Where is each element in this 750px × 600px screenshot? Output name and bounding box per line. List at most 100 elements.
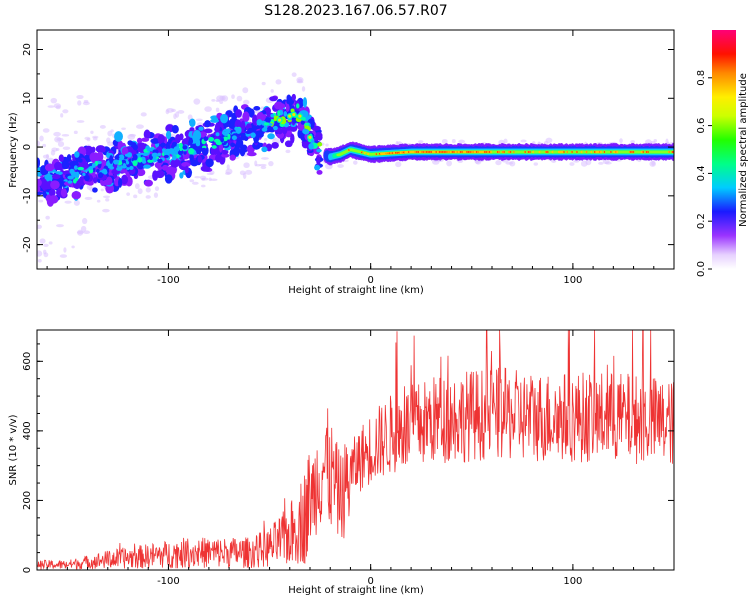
spectrogram-cell [203,136,209,142]
spectrogram-cell [275,79,282,85]
spectrogram-cell [173,146,180,152]
snr-ytick-label: 0 [22,567,33,573]
spectrogram-cell [37,185,41,192]
spectrogram-cell [144,179,153,187]
snr-xtick-label: -100 [157,576,180,587]
spectrogram-cell [196,139,201,146]
snr-xlabel: Height of straight line (km) [288,585,424,596]
spectrogram-cell [235,127,242,134]
spectrogram-cell [126,192,130,196]
spectrogram-cell [182,145,188,150]
spectrogram-cell [137,157,143,163]
spectrogram-cell [125,161,130,165]
spectrogram-cell [215,107,220,113]
spectrogram-cell [42,128,50,133]
spectrogram-cell [301,86,306,92]
spectrogram-cell [49,195,59,204]
spectrogram-cell [211,98,216,102]
spectrogram-cell [172,155,177,161]
spectrogram-cell [141,137,150,142]
spectrogram-cell [316,155,321,166]
spectrogram-cell [210,118,219,123]
spectrogram-frame [36,29,675,270]
spectrogram-cell [63,247,67,253]
snr-ytick-label: 600 [22,352,33,371]
spectrogram-cell [84,136,91,141]
spectrogram-cell [256,119,263,126]
spectrogram-cell [110,129,114,133]
spectrogram-cell [236,95,243,102]
spectrogram-cell [188,138,194,145]
spectrogram-cell [302,97,308,108]
spectrogram-cell [157,158,163,163]
colorbar-tick-label: 0.6 [696,118,707,134]
spectrogram-cell [242,99,250,105]
spectrogram-cell [204,120,211,128]
spectrogram-cell [73,130,78,134]
snr-series [37,330,674,570]
spectrogram-cell [316,148,322,153]
spectrogram-cell [77,229,84,236]
spectrogram-cell [509,160,516,167]
spectrogram-xlabel: Height of straight line (km) [288,285,424,296]
spectrogram-cell [131,141,137,148]
spectrogram-cell [267,133,275,140]
spectrogram-cell [54,136,62,143]
spectrogram-cell [270,113,275,118]
spectrogram-cell [215,99,221,103]
spectrogram-cell [261,146,268,153]
spectrogram-cell [268,160,274,167]
snr-ytick-label: 400 [22,421,33,440]
spectrogram-cell [96,168,100,173]
spectrogram-cell [271,141,279,149]
spectrogram-cell [569,162,575,166]
spectrogram-cell [495,160,502,166]
spectrogram-cell [255,163,261,167]
snr-ytick-label: 200 [22,491,33,510]
spectrogram-cell [54,181,60,186]
spectrogram-cell [665,138,669,145]
spectrogram-cell [122,162,127,169]
spectrogram-cell [264,137,268,141]
spectrogram-cell [395,161,402,168]
spectrogram-cell [270,89,274,93]
spectrogram-cell [235,109,243,118]
spectrogram-cell [177,110,185,114]
spectrogram-cell [152,149,159,154]
spectrogram-cell [189,127,195,132]
spectrogram-cell [165,143,171,151]
spectrogram-cell [418,140,424,144]
spectrogram-cell [210,178,218,181]
spectrogram-cell [229,154,236,161]
spectrogram-cell [219,143,224,153]
spectrogram-cell [100,188,104,192]
spectrogram-cell [37,140,41,147]
spectrogram-cell [101,168,108,174]
spectrogram-cell [114,131,123,142]
spectrogram-cell [201,184,206,188]
spectrogram-cell [50,97,58,104]
spectrogram-cell [273,125,278,131]
spectrogram-cell [619,138,623,144]
spectrogram-cell [188,147,195,155]
spectrogram-cell [164,148,171,154]
spectrogram-cell [76,120,85,123]
spectrogram-cell [236,136,242,141]
spectrogram-cell [108,167,114,178]
spectrogram-y-ticks: -20 -10 0 10 20 [22,43,674,270]
spectrogram-cell [67,175,74,180]
spectrogram-cell [214,138,221,143]
spectrogram-cell [84,196,93,200]
spectrogram-cell [62,146,71,150]
spectrogram-cell [142,152,149,157]
spectrogram-cell [261,81,266,86]
spectrogram-cell [82,217,88,225]
spectrogram-cell [99,124,106,129]
spectrogram-cell [245,130,252,134]
spectrogram-cell [256,112,264,122]
spectrogram-cell [132,159,138,167]
spectrogram-cell [118,177,123,188]
spectrogram-cell [109,155,114,164]
spectrogram-cell [82,101,90,106]
